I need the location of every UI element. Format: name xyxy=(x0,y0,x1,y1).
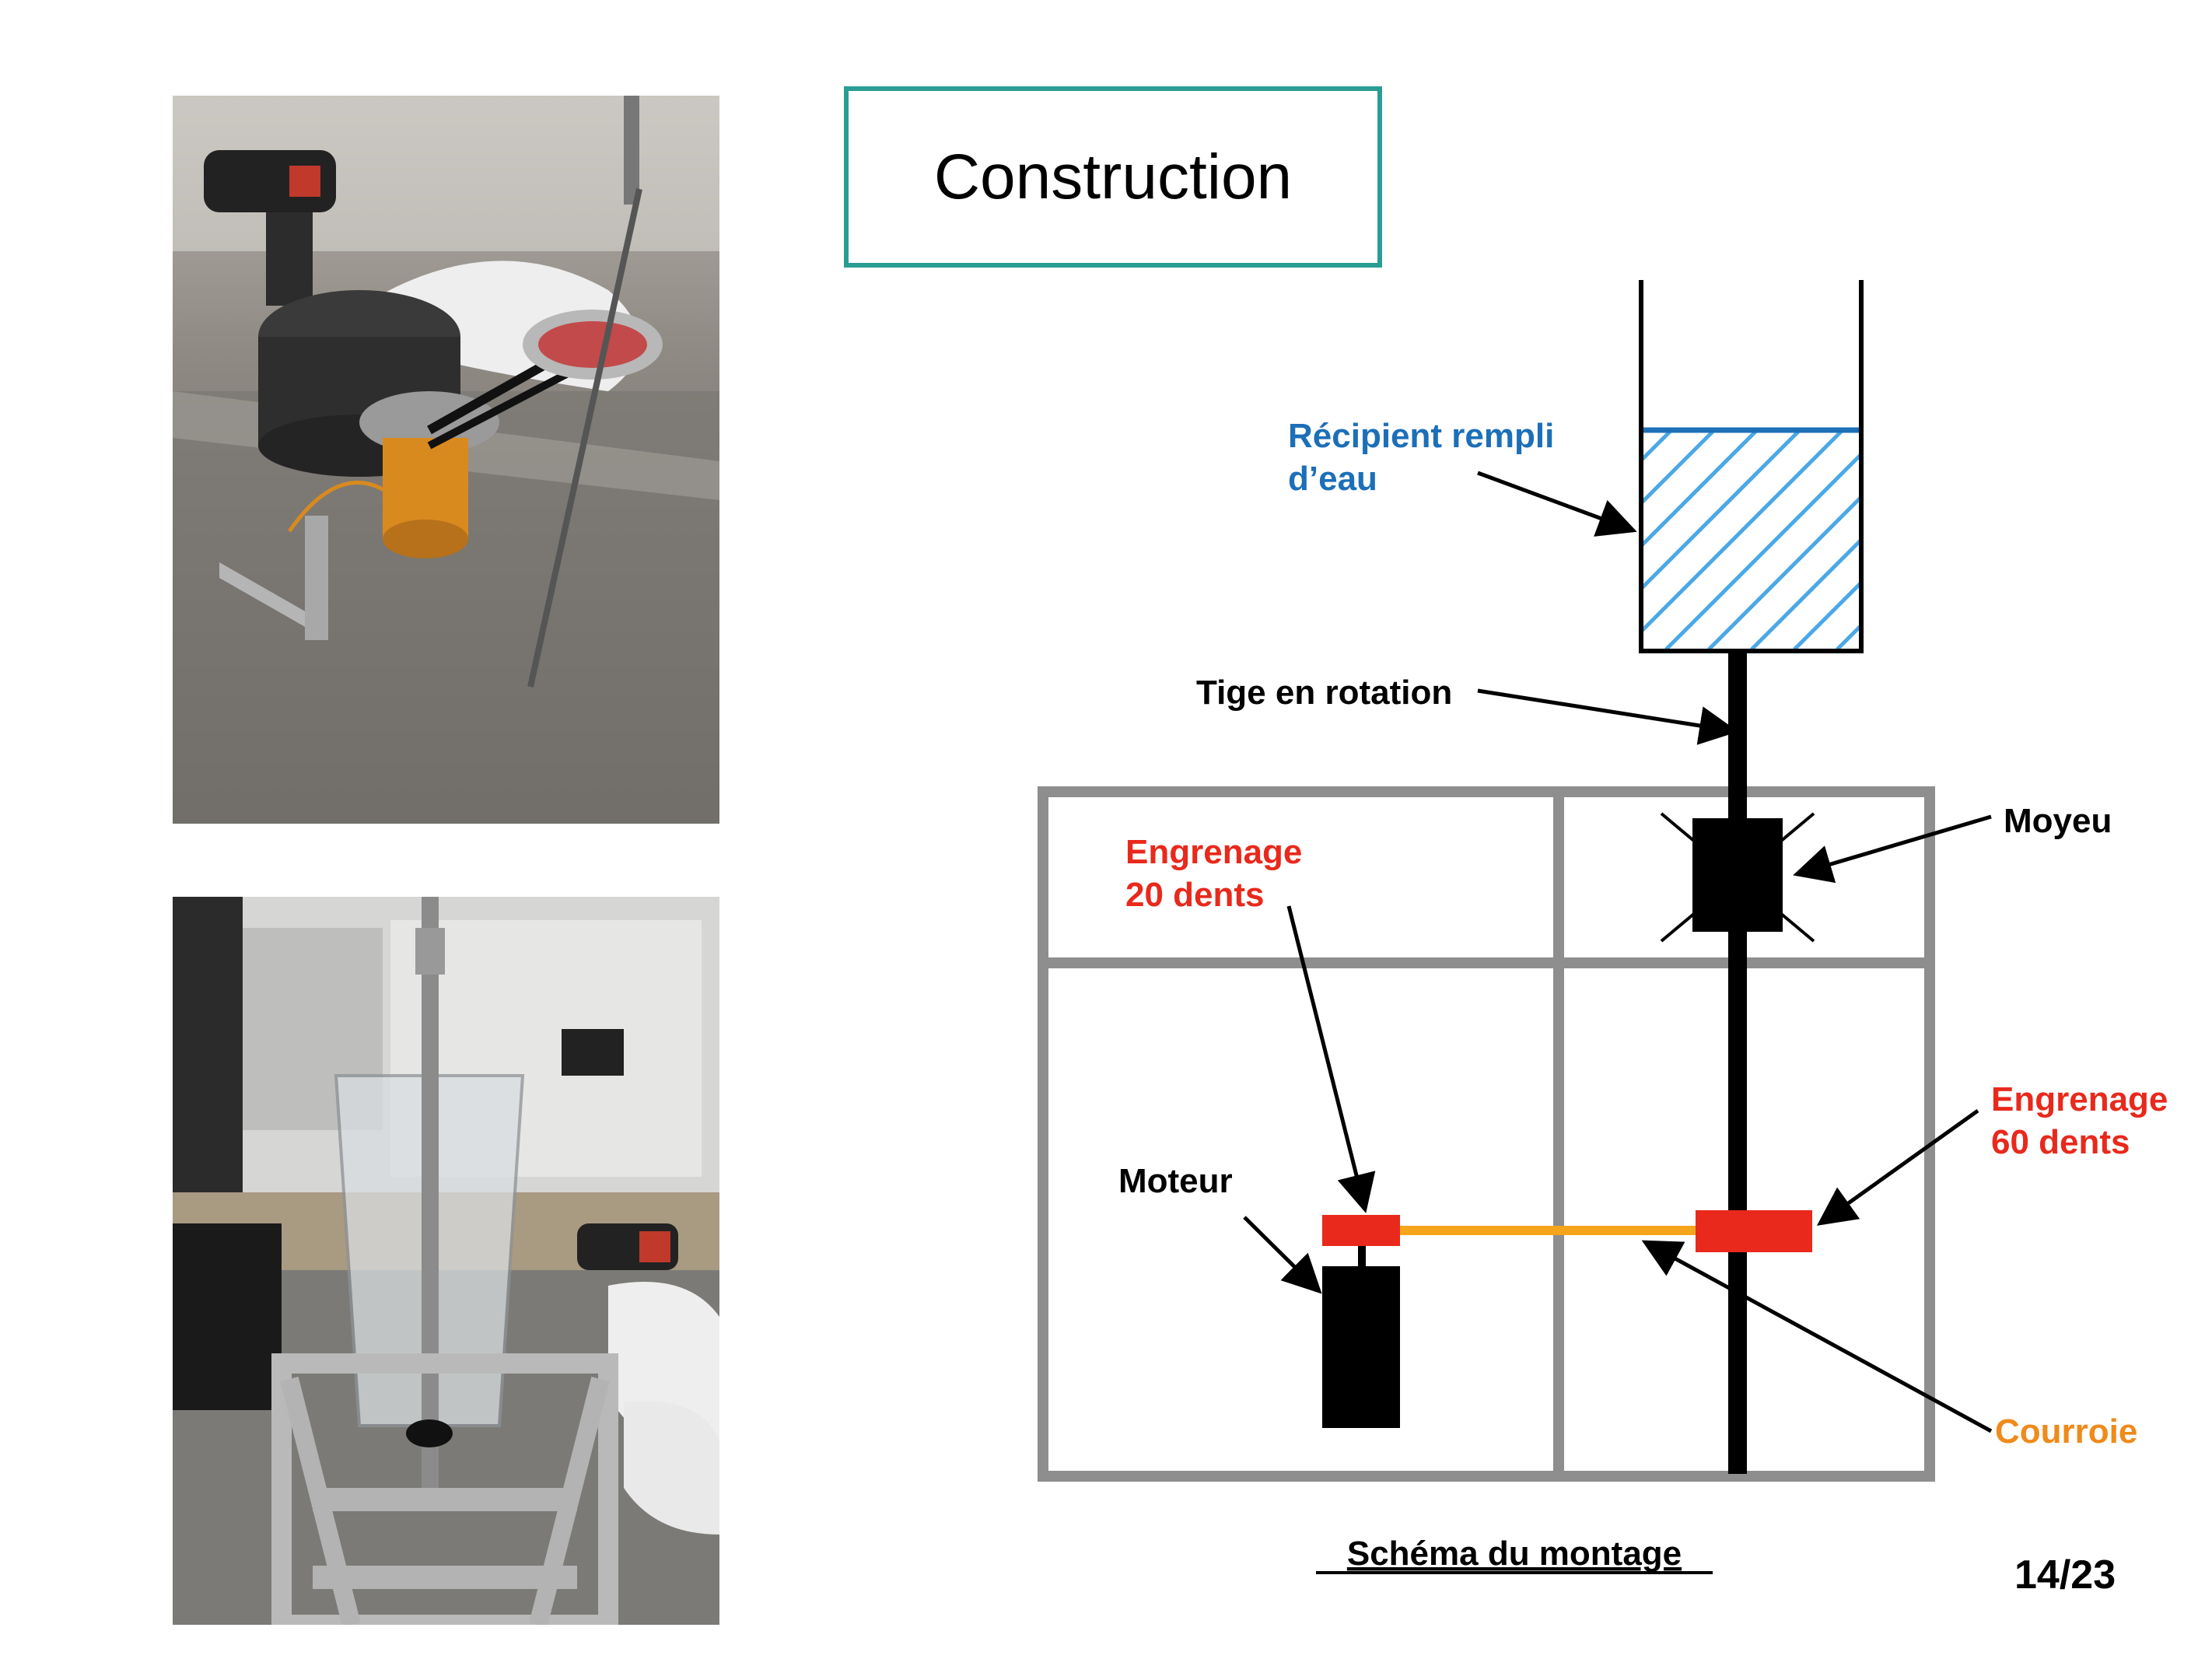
hatch-line xyxy=(1965,432,2183,649)
gear-60-teeth xyxy=(1696,1210,1812,1252)
hatch-line xyxy=(1707,495,1860,649)
label-motor: Moteur xyxy=(1118,1162,1233,1200)
hatch-line xyxy=(2094,432,2209,649)
slide-title-box: Construction xyxy=(844,86,1382,268)
hatch-line xyxy=(2008,432,2209,649)
hatch-line xyxy=(1793,581,1860,649)
label-belt: Courroie xyxy=(1995,1412,2137,1451)
motor-shaft xyxy=(1358,1246,1366,1268)
label-gear-60-1: Engrenage xyxy=(1991,1080,2168,1118)
hatch-line xyxy=(1643,432,1800,590)
arrow-gear-20 xyxy=(1286,905,1376,1213)
arrow-hub xyxy=(1793,814,1992,884)
hatch-line xyxy=(1643,432,1714,505)
hatch-line xyxy=(2051,432,2209,649)
hatch-line xyxy=(1643,432,1757,548)
hatch-line xyxy=(1643,432,1843,633)
label-hub: Moyeu xyxy=(2004,802,2112,840)
hatch-line xyxy=(1880,432,2098,649)
label-gear-60-2: 60 dents xyxy=(1991,1123,2130,1161)
support-frame xyxy=(1038,786,1935,1482)
arrow-gear-60 xyxy=(1816,1108,1979,1226)
slide-title: Construction xyxy=(933,141,1293,212)
hatch-line xyxy=(1923,432,2140,649)
photo-frame-with-container xyxy=(173,897,719,1625)
photo-motor-belt-assembly xyxy=(173,96,719,824)
label-container-1: Récipient rempli xyxy=(1288,417,1554,455)
hatch-line xyxy=(1643,432,1671,462)
label-shaft: Tige en rotation xyxy=(1196,674,1452,712)
hatch-line xyxy=(1664,453,1860,649)
label-container-2: d’eau xyxy=(1288,460,1377,498)
diagram-caption: Schéma du montage xyxy=(1347,1535,1682,1573)
arrow-container xyxy=(1477,471,1637,537)
water-hatching xyxy=(1409,432,2209,649)
assembly-diagram: Récipient rempli d’eau Tige en rotation … xyxy=(1011,264,2209,1602)
page-number: 14/23 xyxy=(2014,1552,2116,1598)
hatch-line xyxy=(1836,624,1860,649)
rotating-shaft xyxy=(1728,651,1747,1474)
arrow-motor xyxy=(1243,1216,1322,1294)
arrow-belt xyxy=(1641,1240,1993,1433)
gear-20-teeth xyxy=(1322,1215,1400,1246)
arrow-shaft xyxy=(1477,688,1738,745)
label-gear-20-1: Engrenage xyxy=(1125,833,1302,871)
hatch-line xyxy=(1750,538,1860,649)
label-gear-20-2: 20 dents xyxy=(1125,876,1265,914)
motor xyxy=(1322,1266,1400,1428)
hatch-line xyxy=(1409,432,1627,649)
hub xyxy=(1660,812,1815,943)
water-container xyxy=(1409,280,2209,653)
